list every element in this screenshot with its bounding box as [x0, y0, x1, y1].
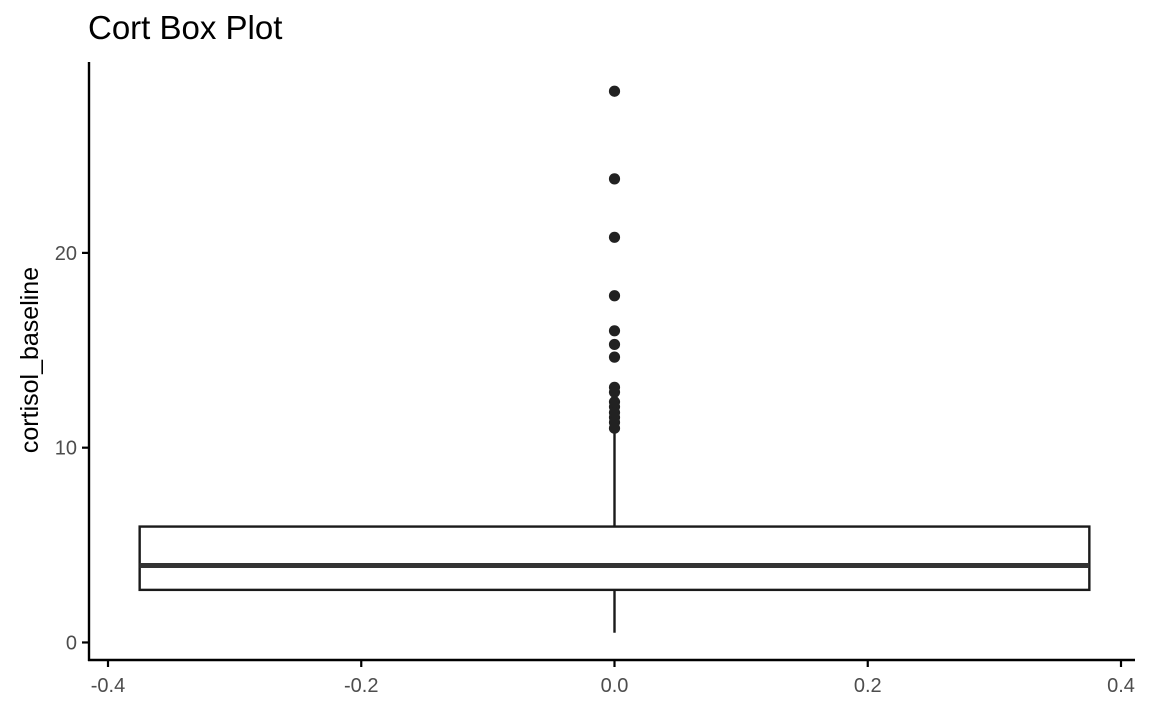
outlier-point-2	[608, 173, 621, 185]
outlier-point-3	[608, 231, 621, 243]
x-tick-label-0.2: 0.2	[854, 675, 882, 697]
y-tick-label-10: 10	[55, 438, 77, 460]
x-tick-label-0.0: 0.0	[601, 675, 629, 697]
outlier-point-1	[608, 85, 621, 97]
x-tick-label--0.2: -0.2	[344, 675, 378, 697]
x-tick-label--0.4: -0.4	[91, 675, 125, 697]
y-axis-title: cortisol_baseline	[16, 267, 44, 453]
y-tick-label-0: 0	[66, 632, 77, 654]
interquartile-box	[138, 525, 1091, 592]
outlier-point-5	[608, 325, 621, 337]
y-tick-label-20: 20	[55, 243, 77, 265]
outlier-point-6	[608, 338, 621, 351]
outlier-point-7	[608, 351, 621, 363]
outlier-point-15	[608, 422, 621, 434]
chart-title: Cort Box Plot	[88, 9, 282, 46]
outlier-point-4	[608, 290, 621, 302]
outlier-point-9	[608, 386, 621, 398]
x-tick-label-0.4: 0.4	[1107, 675, 1135, 697]
plot-area	[138, 85, 1091, 633]
axes: 0 10 20 -0.4 -0.2 0.0 0.2 0.4	[55, 62, 1135, 697]
